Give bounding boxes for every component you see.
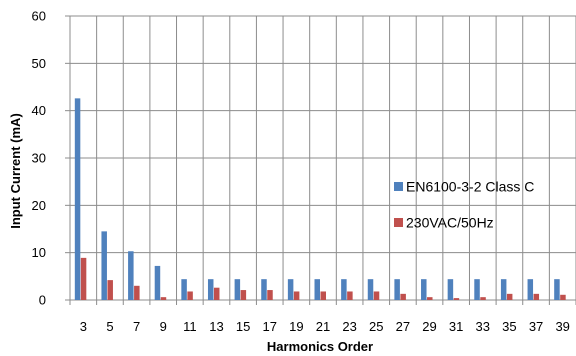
bar-series-2: [480, 297, 486, 300]
bar-series-1: [101, 231, 107, 300]
bar-series-1: [394, 279, 400, 300]
x-tick-label: 25: [369, 319, 383, 334]
x-tick-label: 29: [422, 319, 436, 334]
x-tick-label: 37: [529, 319, 543, 334]
x-tick-label: 15: [236, 319, 250, 334]
x-tick-label: 35: [502, 319, 516, 334]
bar-series-2: [427, 297, 433, 300]
y-tick-labels: 0 10 20 30 40 50 60: [32, 9, 46, 308]
bar-series-1: [154, 265, 161, 300]
x-tick-label: 11: [183, 319, 197, 334]
x-tick-label: 21: [316, 319, 330, 334]
bar-series-2: [213, 287, 220, 300]
bar-series-1: [128, 251, 134, 300]
bar-series-1: [421, 279, 427, 300]
bar-series-2: [187, 291, 193, 300]
bar-series-2: [80, 257, 87, 300]
bar-series-2: [267, 290, 273, 300]
x-tick-label: 17: [263, 319, 277, 334]
x-tick-label: 9: [160, 319, 167, 334]
bar-series-2: [240, 290, 247, 300]
y-tick-label: 50: [32, 56, 46, 71]
y-tick-label: 60: [32, 9, 46, 24]
legend-label: 230VAC/50Hz: [406, 215, 494, 231]
bar-series-2: [506, 293, 513, 300]
bar-series-2: [134, 285, 140, 300]
bar-series-1: [287, 279, 294, 300]
bar-series-2: [347, 291, 353, 300]
bar-series-1: [234, 279, 241, 300]
bar-series-2: [533, 293, 540, 300]
y-tick-label: 20: [32, 198, 46, 213]
legend-swatch: [394, 182, 403, 191]
x-tick-label: 33: [476, 319, 490, 334]
x-tick-label: 39: [555, 319, 569, 334]
legend: EN6100-3-2 Class C 230VAC/50Hz: [394, 179, 534, 231]
bar-series-1: [554, 279, 560, 300]
bars-group: [74, 98, 566, 300]
bar-series-1: [447, 279, 454, 300]
bar-series-1: [474, 279, 480, 300]
x-tick-label: 19: [289, 319, 303, 334]
bar-series-2: [560, 294, 566, 300]
bar-series-2: [453, 298, 460, 300]
bar-series-1: [527, 279, 534, 300]
x-tick-label: 7: [133, 319, 140, 334]
x-tick-label: 5: [106, 319, 113, 334]
bar-series-1: [181, 279, 187, 300]
x-tick-label: 13: [209, 319, 223, 334]
legend-swatch: [394, 218, 403, 227]
legend-label: EN6100-3-2 Class C: [406, 179, 534, 195]
x-tick-label: 31: [449, 319, 463, 334]
bar-series-2: [373, 291, 380, 300]
bar-series-2: [160, 297, 167, 300]
y-axis-title: Input Current (mA): [8, 113, 23, 229]
bar-series-1: [314, 279, 320, 300]
bar-series-2: [107, 280, 113, 300]
bar-series-1: [74, 98, 81, 300]
bar-series-1: [367, 279, 374, 300]
bar-series-2: [293, 291, 300, 300]
grid-lines: [65, 15, 576, 305]
y-tick-label: 0: [39, 293, 46, 308]
bar-series-1: [341, 279, 347, 300]
x-tick-label: 23: [342, 319, 356, 334]
bar-series-1: [261, 279, 267, 300]
x-axis-title: Harmonics Order: [267, 339, 373, 354]
x-tick-label: 3: [80, 319, 87, 334]
x-tick-labels: 3 5 7 9 11 13 15 17 19 21 23 25 27 29 31 33 35 37 39: [80, 319, 570, 334]
bar-series-1: [207, 279, 214, 300]
y-tick-label: 30: [32, 151, 46, 166]
y-tick-label: 10: [32, 245, 46, 260]
x-tick-label: 27: [396, 319, 410, 334]
bar-series-2: [400, 293, 406, 300]
bar-series-2: [320, 291, 326, 300]
bar-series-1: [500, 279, 507, 300]
y-tick-label: 40: [32, 103, 46, 118]
